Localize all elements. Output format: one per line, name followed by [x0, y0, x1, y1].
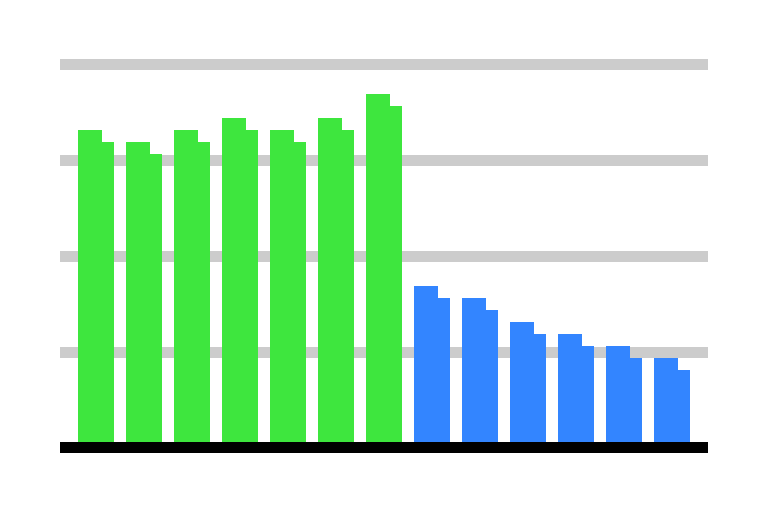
- bar: [606, 346, 630, 442]
- bar: [534, 334, 546, 442]
- bar: [78, 130, 102, 442]
- bar: [102, 142, 114, 442]
- bar: [390, 106, 402, 442]
- grid-line: [60, 59, 708, 70]
- x-axis: [60, 442, 708, 453]
- bar: [486, 310, 498, 442]
- bar: [582, 346, 594, 442]
- bar: [294, 142, 306, 442]
- bar: [414, 286, 438, 442]
- bar: [654, 358, 678, 442]
- bar: [198, 142, 210, 442]
- bar: [630, 358, 642, 442]
- bar: [126, 142, 150, 442]
- bar: [678, 370, 690, 442]
- bar: [150, 154, 162, 442]
- bar: [366, 94, 390, 442]
- bar: [510, 322, 534, 442]
- bar: [438, 298, 450, 442]
- bar: [174, 130, 198, 442]
- bar: [342, 130, 354, 442]
- bar: [318, 118, 342, 442]
- bar: [270, 130, 294, 442]
- bar: [462, 298, 486, 442]
- bar: [558, 334, 582, 442]
- bar: [246, 130, 258, 442]
- bar: [222, 118, 246, 442]
